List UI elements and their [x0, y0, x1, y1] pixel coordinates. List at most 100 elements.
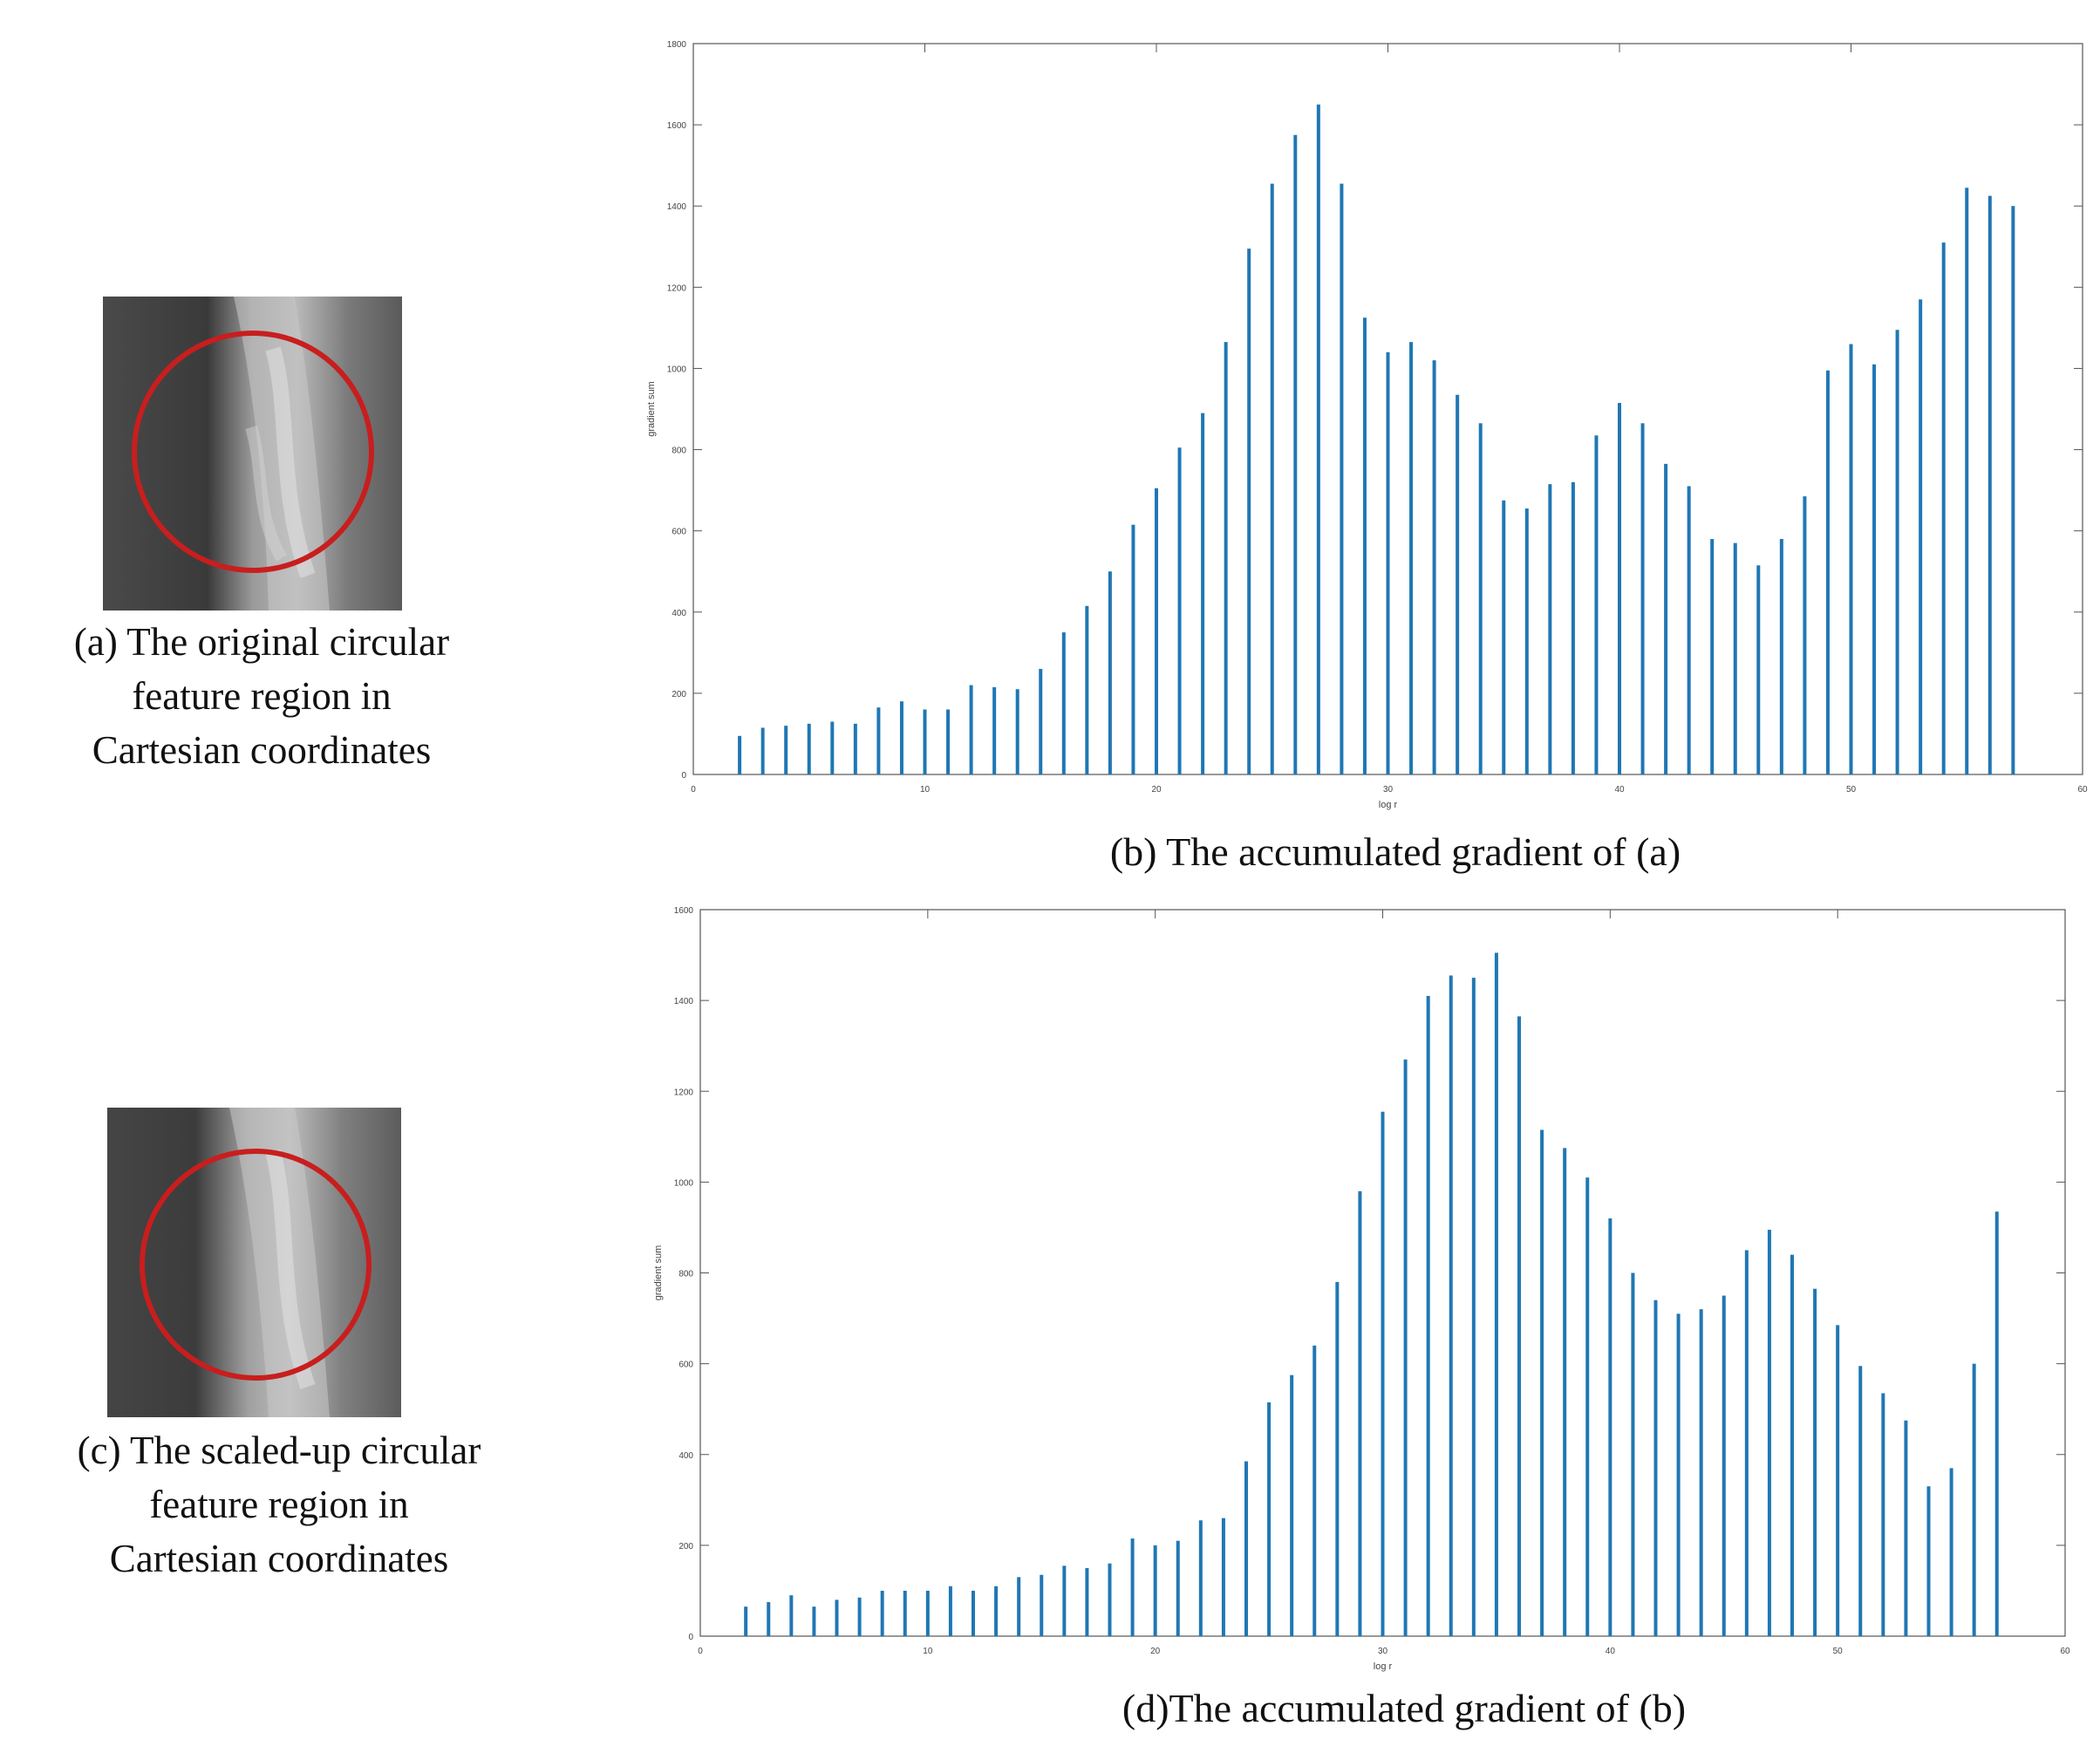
bar: [1640, 423, 1645, 774]
bar: [1340, 183, 1344, 774]
panel-a-caption: (a) The original circular feature region…: [0, 615, 523, 777]
bar: [1585, 1177, 1590, 1636]
panel-c-caption-line-1: (c) The scaled-up circular: [77, 1429, 481, 1472]
bar: [1108, 1563, 1112, 1636]
bar: [1965, 188, 1969, 774]
bar: [1904, 1420, 1908, 1636]
bar: [880, 1590, 884, 1636]
y-tick-label: 400: [678, 1451, 693, 1461]
y-tick-label: 1400: [667, 202, 687, 212]
y-tick-label: 1000: [667, 365, 687, 374]
bar: [1687, 486, 1691, 774]
bar: [1744, 1250, 1749, 1636]
bar: [1015, 689, 1019, 774]
bar: [789, 1595, 794, 1636]
bar: [760, 727, 765, 774]
bar: [857, 1597, 862, 1636]
bar: [835, 1600, 839, 1636]
bar: [1994, 1211, 1999, 1636]
x-tick-label: 40: [1606, 1647, 1616, 1656]
x-axis-label: log r: [1374, 1661, 1393, 1672]
bar: [1432, 360, 1436, 774]
bar: [784, 726, 788, 774]
bar: [1825, 370, 1830, 774]
bar: [1449, 975, 1453, 1636]
x-tick-label: 60: [2060, 1647, 2070, 1656]
bar: [1386, 351, 1390, 774]
bar: [1061, 632, 1066, 774]
feature-circle-c: [140, 1149, 372, 1381]
bar: [1548, 484, 1552, 774]
bar: [1790, 1254, 1794, 1636]
bar: [969, 685, 973, 774]
x-tick-label: 30: [1378, 1647, 1388, 1656]
bar: [807, 723, 811, 774]
bar: [1895, 330, 1899, 774]
bar: [1062, 1566, 1067, 1636]
y-tick-label: 0: [688, 1633, 693, 1642]
panel-a-caption-line-1: (a) The original circular: [73, 620, 450, 664]
bar: [853, 723, 857, 774]
bar: [1733, 542, 1737, 774]
y-tick-label: 1200: [667, 283, 687, 293]
bar: [1988, 195, 1992, 775]
bar: [1881, 1393, 1885, 1636]
bar: [925, 1590, 930, 1636]
chart-b-caption: (b) The accumulated gradient of (a): [1109, 829, 1681, 874]
panel-a-image-graphic: [103, 297, 402, 611]
panel-a-caption-line-3: Cartesian coordinates: [92, 728, 432, 772]
bar: [1040, 1574, 1044, 1636]
bar: [1972, 1363, 1976, 1636]
y-tick-label: 1600: [667, 121, 687, 131]
bar: [1594, 435, 1599, 774]
bar: [1517, 1016, 1521, 1636]
y-tick-label: 600: [678, 1361, 693, 1370]
panel-a-caption-line-2: feature region in: [132, 674, 392, 718]
bar: [1221, 1518, 1225, 1636]
bar: [1653, 1300, 1658, 1636]
bar: [1224, 342, 1228, 774]
bar: [1756, 565, 1761, 774]
y-tick-label: 1400: [674, 997, 694, 1006]
bar: [972, 1590, 975, 1636]
y-tick-label: 600: [672, 528, 686, 537]
bar: [1176, 1540, 1180, 1636]
bar: [1267, 1402, 1272, 1636]
bar: [1177, 447, 1182, 774]
bar: [1426, 995, 1430, 1636]
bar: [994, 1586, 999, 1636]
bar: [744, 1607, 748, 1636]
bar: [1247, 249, 1251, 774]
x-tick-label: 30: [1383, 785, 1394, 795]
bar: [1926, 1486, 1931, 1636]
bar: [1664, 463, 1668, 774]
x-tick-label: 0: [691, 785, 696, 795]
chart-d-caption: (d)The accumulated gradient of (b): [1122, 1686, 1687, 1730]
panel-c-image-graphic: [107, 1108, 401, 1417]
bar: [1722, 1295, 1726, 1636]
bar: [1316, 104, 1320, 775]
bar: [1130, 1538, 1135, 1636]
x-tick-label: 40: [1614, 785, 1625, 795]
bar: [1409, 342, 1414, 774]
y-tick-label: 1000: [674, 1178, 694, 1188]
bar: [1631, 1272, 1635, 1636]
bar: [1244, 1461, 1248, 1636]
bar: [1312, 1345, 1317, 1636]
bar: [1403, 1059, 1408, 1636]
bar: [1201, 413, 1205, 774]
y-tick-label: 800: [678, 1270, 693, 1279]
bar: [992, 686, 997, 774]
bar: [899, 701, 903, 774]
bar: [1836, 1325, 1840, 1636]
bar: [1858, 1366, 1863, 1636]
bar: [1293, 134, 1298, 774]
x-tick-label: 20: [1150, 1647, 1161, 1656]
bar: [1524, 508, 1529, 774]
bar: [1872, 364, 1877, 774]
panel-a-image: [103, 297, 402, 611]
bar: [1710, 538, 1715, 774]
bar: [1608, 1218, 1612, 1636]
